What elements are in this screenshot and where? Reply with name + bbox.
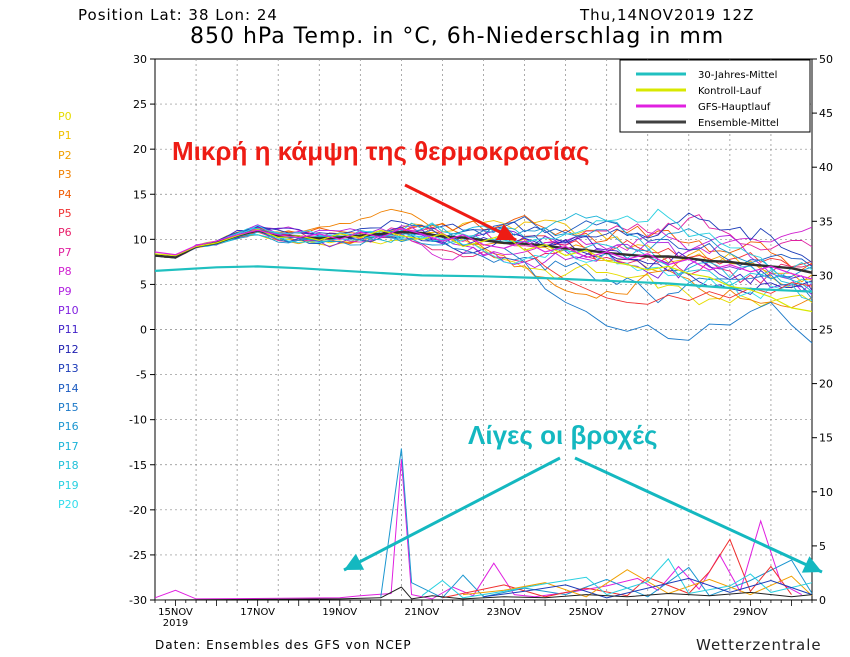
member-label-p6: P6 bbox=[58, 226, 72, 240]
y-right-tick-label: 45 bbox=[819, 107, 833, 120]
y-left-tick-label: 30 bbox=[133, 53, 147, 66]
legend-label: 30-Jahres-Mittel bbox=[698, 70, 777, 81]
precip-line-gfs-hauptlauf bbox=[154, 459, 802, 600]
y-left-tick-label: 5 bbox=[140, 278, 147, 291]
member-label-p18: P18 bbox=[58, 459, 79, 473]
legend-label: GFS-Hauptlauf bbox=[698, 102, 771, 113]
member-label-p13: P13 bbox=[58, 362, 79, 376]
x-tick-label: 15NOV bbox=[158, 607, 193, 618]
x-tick-label: 17NOV bbox=[240, 607, 275, 618]
temperature-arrow bbox=[404, 183, 517, 242]
member-label-p15: P15 bbox=[58, 401, 79, 414]
member-label-p0: P0 bbox=[58, 110, 72, 123]
member-label-p9: P9 bbox=[58, 284, 72, 298]
series-line-gfs-hauptlauf bbox=[154, 227, 813, 280]
x-tick-label: 23NOV bbox=[487, 607, 522, 618]
member-label-p20: P20 bbox=[58, 498, 79, 511]
y-left-tick-label: -10 bbox=[129, 414, 147, 427]
ensemble-members bbox=[154, 208, 813, 309]
precip-line-p13 bbox=[483, 577, 813, 599]
precip-line-p5 bbox=[442, 538, 792, 599]
y-right-tick-label: 5 bbox=[819, 540, 826, 553]
legend-label: Kontroll-Lauf bbox=[698, 86, 762, 97]
member-label-p11: P11 bbox=[58, 323, 79, 337]
y-left-tick-label: 0 bbox=[140, 324, 147, 337]
y-left-tick-label: -30 bbox=[129, 594, 147, 607]
member-label-p8: P8 bbox=[58, 265, 72, 279]
ensemble-line-p13 bbox=[154, 212, 813, 263]
ensemble-line-cold-0 bbox=[503, 247, 813, 344]
member-label-p3: P3 bbox=[58, 168, 72, 182]
x-tick-label: 27NOV bbox=[651, 607, 686, 618]
y-right-tick-label: 50 bbox=[819, 53, 833, 66]
y-left-tick-label: -5 bbox=[136, 369, 147, 382]
y-left-tick-label: 20 bbox=[133, 143, 147, 156]
y-left-tick-label: 10 bbox=[133, 233, 147, 246]
member-label-p5: P5 bbox=[58, 207, 72, 220]
brand-label: Wetterzentrale bbox=[696, 636, 822, 654]
member-label-p12: P12 bbox=[58, 342, 79, 356]
x-tick-label: 29NOV bbox=[733, 607, 768, 618]
member-label-p10: P10 bbox=[58, 304, 79, 317]
precip-line-p19 bbox=[421, 558, 813, 599]
series-line-30-jahres-mittel bbox=[154, 265, 813, 293]
y-right-tick-label: 40 bbox=[819, 161, 833, 174]
ensemble-line-cold-1 bbox=[524, 247, 813, 305]
y-left-tick-label: -25 bbox=[129, 549, 147, 562]
member-label-p14: P14 bbox=[58, 381, 79, 395]
temperature-annotation: Μικρή η κάμψη της θερμοκρασίας bbox=[172, 136, 590, 166]
y-right-tick-label: 30 bbox=[819, 269, 833, 282]
member-label-p2: P2 bbox=[58, 148, 72, 162]
y-left-tick-label: -15 bbox=[129, 459, 147, 472]
member-label-p4: P4 bbox=[58, 187, 72, 201]
member-label-p7: P7 bbox=[58, 245, 72, 259]
rain-arrow-left bbox=[343, 456, 561, 572]
member-label-p19: P19 bbox=[58, 478, 79, 492]
member-label-p1: P1 bbox=[58, 129, 72, 143]
rain-annotation: Λίγες οι βροχές bbox=[468, 420, 658, 450]
rain-arrow-right bbox=[574, 456, 823, 574]
data-source-note: Daten: Ensembles des GFS von NCEP bbox=[155, 638, 412, 652]
position-label: Position Lat: 38 Lon: 24 bbox=[78, 6, 278, 24]
y-right-tick-label: 25 bbox=[819, 324, 833, 337]
y-right-tick-label: 10 bbox=[819, 486, 833, 499]
y-right-tick-label: 0 bbox=[819, 594, 826, 607]
legend: 30-Jahres-Mittel Kontroll-Lauf GFS-Hauptla… bbox=[619, 59, 811, 133]
legend-box bbox=[619, 59, 811, 133]
ensemble-line-p6 bbox=[154, 228, 813, 284]
x-tick-label: 21NOV bbox=[405, 607, 440, 618]
chart-title: 850 hPa Temp. in °C, 6h-Niederschlag in … bbox=[190, 24, 725, 49]
precip-line-p16 bbox=[380, 448, 813, 599]
ensemble-line-p20 bbox=[154, 224, 813, 300]
x-tick-label: 19NOV bbox=[322, 607, 357, 618]
y-right-tick-label: 20 bbox=[819, 378, 833, 391]
member-label-p16: P16 bbox=[58, 420, 79, 434]
y-left-tick-label: -20 bbox=[129, 504, 147, 517]
legend-label: Ensemble-Mittel bbox=[698, 118, 779, 129]
precip-line-ensemble-mittel bbox=[154, 586, 813, 601]
y-left-tick-label: 25 bbox=[133, 98, 147, 111]
x-tick-sublabel: 2019 bbox=[163, 618, 188, 629]
member-label-p17: P17 bbox=[58, 439, 79, 453]
y-right-tick-label: 35 bbox=[819, 215, 833, 228]
y-right-tick-label: 15 bbox=[819, 432, 833, 445]
x-tick-label: 25NOV bbox=[569, 607, 604, 618]
ensemble-line-p16 bbox=[154, 225, 813, 278]
y-left-tick-label: 15 bbox=[133, 188, 147, 201]
ensemble-line-p15 bbox=[154, 229, 813, 304]
run-datetime: Thu,14NOV2019 12Z bbox=[580, 6, 755, 24]
